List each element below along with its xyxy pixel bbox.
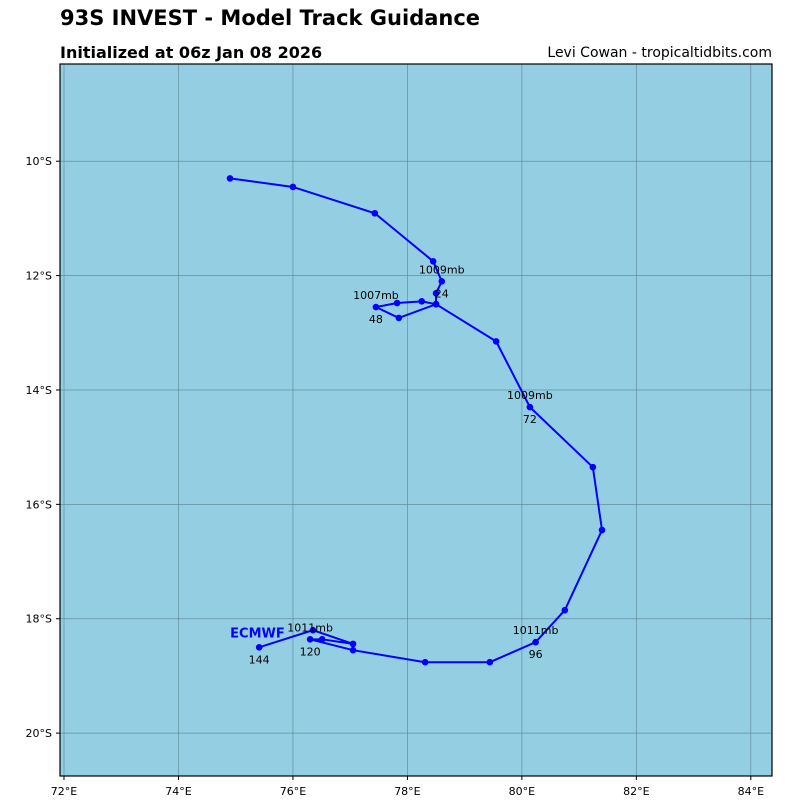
x-tick-label: 78°E — [394, 785, 420, 798]
credit-text: Levi Cowan - tropicaltidbits.com — [547, 45, 772, 61]
map-frame — [59, 63, 773, 777]
track-point — [306, 636, 314, 643]
y-tick-label: 12°S — [26, 270, 52, 283]
forecast-hour-label: 96 — [529, 648, 543, 661]
track-point — [226, 175, 234, 182]
track-point — [349, 640, 357, 648]
pressure-label: 1009mb — [419, 263, 465, 276]
track-point — [371, 209, 379, 217]
track-point — [561, 606, 569, 614]
track-point — [486, 658, 494, 666]
y-tick-label: 20°S — [26, 727, 52, 740]
track-point — [432, 290, 440, 297]
track-point — [393, 299, 401, 307]
forecast-hour-label: 144 — [249, 653, 270, 666]
pressure-label: 1011mb — [287, 621, 333, 634]
forecast-hour-label: 72 — [523, 413, 537, 426]
pressure-label: 1009mb — [507, 389, 553, 402]
track-point — [255, 644, 263, 651]
y-tick-label: 10°S — [26, 155, 52, 168]
model-name-label: ECMWF — [230, 626, 285, 641]
x-tick-label: 74°E — [165, 785, 191, 798]
pressure-label: 1007mb — [353, 289, 399, 302]
track-point — [418, 298, 426, 305]
track-point — [526, 403, 534, 411]
track-point — [429, 258, 437, 265]
init-time-subtitle: Initialized at 06z Jan 08 2026 — [60, 43, 323, 62]
pressure-label: 1011mb — [513, 624, 559, 637]
y-tick-label: 16°S — [26, 498, 52, 511]
forecast-hour-label: 24 — [435, 287, 449, 300]
track-point — [349, 646, 357, 654]
track-point — [532, 638, 539, 646]
x-tick-label: 72°E — [51, 785, 77, 798]
track-point — [395, 314, 403, 322]
track-point — [318, 636, 326, 643]
x-tick-label: 82°E — [623, 785, 649, 798]
track-point — [372, 303, 380, 311]
track-point — [289, 183, 297, 191]
track-point — [421, 658, 429, 666]
track-point — [598, 526, 606, 534]
page-title: 93S INVEST - Model Track Guidance — [60, 6, 481, 30]
track-point — [438, 278, 446, 285]
x-tick-label: 76°E — [280, 785, 306, 798]
x-tick-label: 84°E — [738, 785, 764, 798]
y-tick-label: 18°S — [26, 613, 52, 626]
ocean-background — [60, 64, 772, 776]
forecast-hour-label: 120 — [300, 645, 321, 658]
forecast-hour-label: 48 — [369, 313, 383, 326]
track-point — [309, 626, 317, 634]
track-point — [492, 338, 500, 345]
y-tick-label: 14°S — [26, 384, 52, 397]
track-point — [589, 463, 597, 471]
x-tick-label: 80°E — [509, 785, 535, 798]
track-point — [432, 300, 440, 308]
